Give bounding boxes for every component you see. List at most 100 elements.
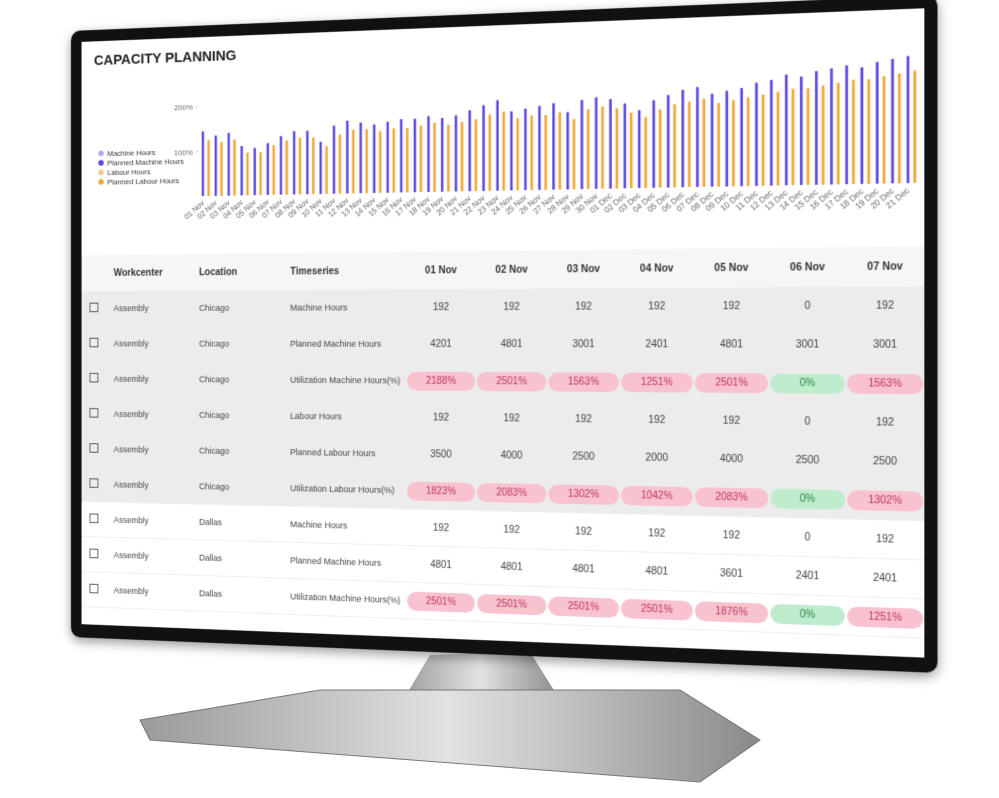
- date-header: 06 Nov: [769, 247, 847, 288]
- checkbox[interactable]: [89, 337, 99, 348]
- value: 192: [503, 524, 520, 536]
- value-cell: 4000: [693, 439, 770, 479]
- bar: [623, 103, 627, 189]
- value-cell: 2401: [619, 325, 694, 364]
- value: 4801: [719, 338, 744, 351]
- checkbox-cell: [81, 536, 113, 573]
- bar: [644, 116, 647, 188]
- bar: [761, 94, 765, 186]
- utilization-pill: 2501%: [620, 598, 693, 621]
- bar: [860, 67, 864, 184]
- value-cell: 1251%: [846, 596, 925, 639]
- value: 192: [432, 412, 450, 424]
- checkbox[interactable]: [89, 408, 99, 418]
- bar: [253, 147, 256, 196]
- checkbox-cell: [81, 396, 113, 432]
- bar: [201, 131, 205, 197]
- bar: [799, 76, 803, 186]
- bar: [732, 100, 735, 187]
- bar: [572, 118, 576, 190]
- value-cell: 2501%: [406, 582, 477, 622]
- legend-label: Planned Machine Hours: [107, 157, 184, 168]
- value: 192: [432, 522, 450, 534]
- value-cell: 192: [476, 399, 548, 438]
- cell: Chicago: [198, 432, 290, 471]
- bar: [352, 129, 355, 194]
- value: 2500: [572, 450, 595, 463]
- checkbox[interactable]: [89, 583, 99, 594]
- bar: [673, 104, 676, 188]
- value-cell: 2401: [846, 557, 925, 599]
- value: 192: [875, 533, 895, 546]
- table-row: Assembly Chicago Planned Machine Hours 4201…: [81, 325, 925, 365]
- bar: [392, 128, 395, 193]
- bar: [419, 125, 423, 193]
- utilization-pill: 2188%: [407, 371, 476, 391]
- checkbox[interactable]: [89, 548, 99, 559]
- checkbox-cell: [81, 325, 113, 362]
- legend-swatch: [98, 150, 104, 157]
- value-cell: 0: [769, 286, 847, 326]
- bar: [740, 87, 743, 187]
- bar: [474, 119, 478, 192]
- value-cell: 2083%: [693, 477, 770, 518]
- cell: Chicago: [198, 290, 290, 326]
- value: 0: [804, 415, 811, 428]
- value-cell: 192: [693, 401, 770, 441]
- utilization-pill: 2083%: [477, 482, 547, 503]
- bar: [447, 124, 450, 192]
- checkbox[interactable]: [89, 443, 99, 453]
- cell: Assembly: [112, 572, 199, 611]
- cell: Planned Labour Hours: [289, 433, 407, 473]
- value: 4801: [645, 565, 669, 578]
- value-cell: 2501%: [476, 362, 548, 401]
- bar: [346, 120, 349, 194]
- bar: [681, 89, 685, 188]
- y-tick-label: 200%: [174, 103, 193, 113]
- checkbox[interactable]: [89, 513, 99, 524]
- value: 192: [722, 529, 741, 542]
- bar: [586, 109, 590, 190]
- checkbox-cell: [81, 501, 113, 538]
- value-cell: 192: [476, 288, 548, 326]
- utilization-pill: 1563%: [548, 371, 619, 392]
- utilization-pill: 2501%: [477, 593, 547, 615]
- bar: [746, 97, 750, 187]
- bar: [259, 152, 262, 196]
- value-cell: 4201: [406, 325, 477, 363]
- cell: Labour Hours: [289, 397, 407, 436]
- utilization-pill: 0%: [770, 372, 845, 394]
- legend-swatch: [98, 178, 104, 185]
- value-cell: 1563%: [547, 362, 620, 401]
- value-cell: 192: [547, 512, 620, 552]
- y-tick-label: 100%: [174, 148, 193, 157]
- bar: [413, 118, 417, 193]
- bar: [815, 71, 818, 185]
- checkbox[interactable]: [89, 478, 99, 488]
- value: 2500: [872, 455, 898, 468]
- value: 192: [648, 300, 666, 313]
- value-cell: 192: [547, 400, 620, 439]
- checkbox[interactable]: [89, 372, 99, 383]
- bar: [867, 79, 871, 184]
- bar: [319, 141, 322, 194]
- date-header: 01 Nov: [406, 251, 477, 290]
- value-cell: 192: [476, 510, 548, 550]
- utilization-pill: 1876%: [694, 600, 769, 623]
- bar: [637, 110, 641, 189]
- value-cell: 2500: [547, 437, 620, 477]
- bar: [538, 105, 541, 190]
- value-cell: 3500: [406, 435, 477, 474]
- bar: [524, 108, 527, 191]
- legend-label: Machine Hours: [107, 148, 155, 158]
- value-cell: 0: [769, 517, 847, 558]
- bar: [487, 114, 491, 191]
- checkbox-cell: [81, 466, 113, 503]
- bar: [609, 99, 612, 189]
- checkbox-cell: [81, 571, 113, 608]
- checkbox[interactable]: [89, 302, 99, 313]
- value-cell: 192: [846, 518, 925, 560]
- legend-swatch: [98, 169, 104, 176]
